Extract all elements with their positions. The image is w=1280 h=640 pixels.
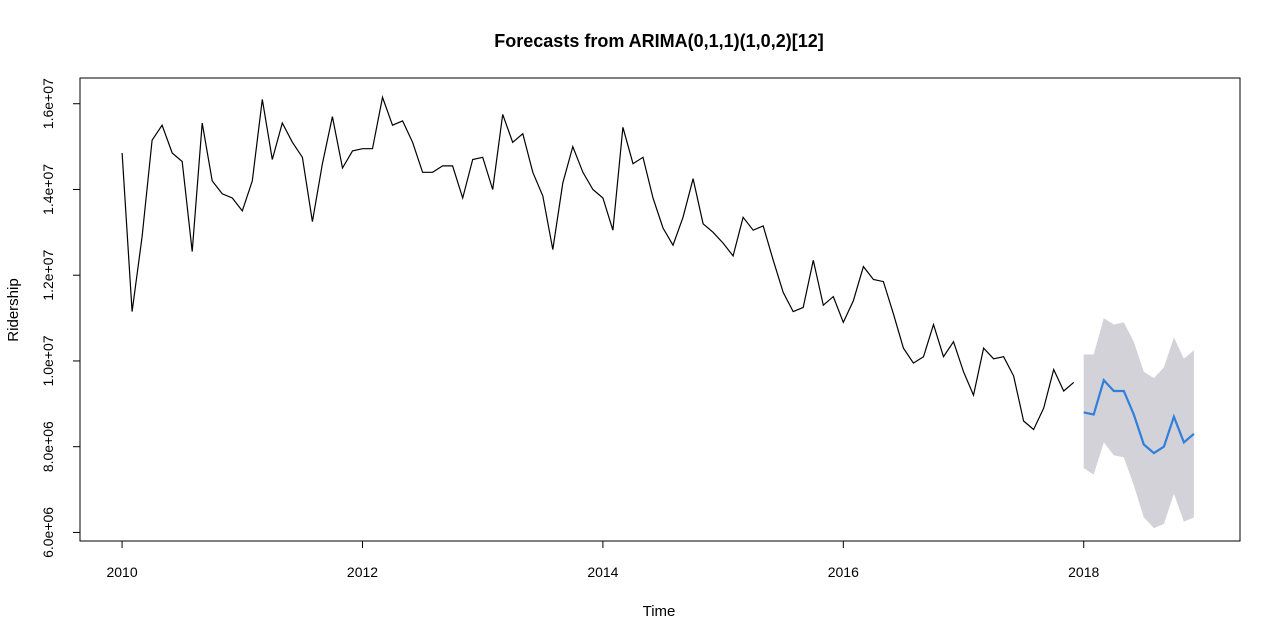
x-tick-label: 2016 xyxy=(828,564,859,580)
x-tick-label: 2010 xyxy=(106,564,137,580)
y-tick-label: 1.6e+07 xyxy=(40,78,56,129)
forecast-series-layer xyxy=(1083,378,1195,455)
x-tick-label: 2012 xyxy=(347,564,378,580)
plot-area-frame xyxy=(79,77,1241,542)
y-tick-label: 6.0e+06 xyxy=(40,507,56,558)
y-tick-label: 1.2e+07 xyxy=(40,249,56,300)
x-axis-title: Time xyxy=(643,603,676,620)
observed-series-layer xyxy=(121,95,1075,431)
chart-title: Forecasts from ARIMA(0,1,1)(1,0,2)[12] xyxy=(494,31,823,51)
forecast-series-line xyxy=(1083,378,1195,455)
x-axis: 2010 2012 2014 2016 2018 xyxy=(106,540,1100,580)
prediction-interval-band xyxy=(1083,318,1194,529)
y-tick-label: 8.0e+06 xyxy=(40,421,56,472)
y-tick-label: 1.0e+07 xyxy=(40,335,56,386)
y-axis-title: Ridership xyxy=(5,278,22,341)
y-tick-label: 1.4e+07 xyxy=(40,164,56,215)
prediction-interval-layer xyxy=(1083,318,1194,529)
y-axis: 6.0e+06 8.0e+06 1.0e+07 1.2e+07 1.4e+07 1.6e+… xyxy=(40,78,81,558)
observed-series-line xyxy=(121,95,1075,431)
x-tick-label: 2018 xyxy=(1068,564,1099,580)
x-tick-label: 2014 xyxy=(587,564,618,580)
